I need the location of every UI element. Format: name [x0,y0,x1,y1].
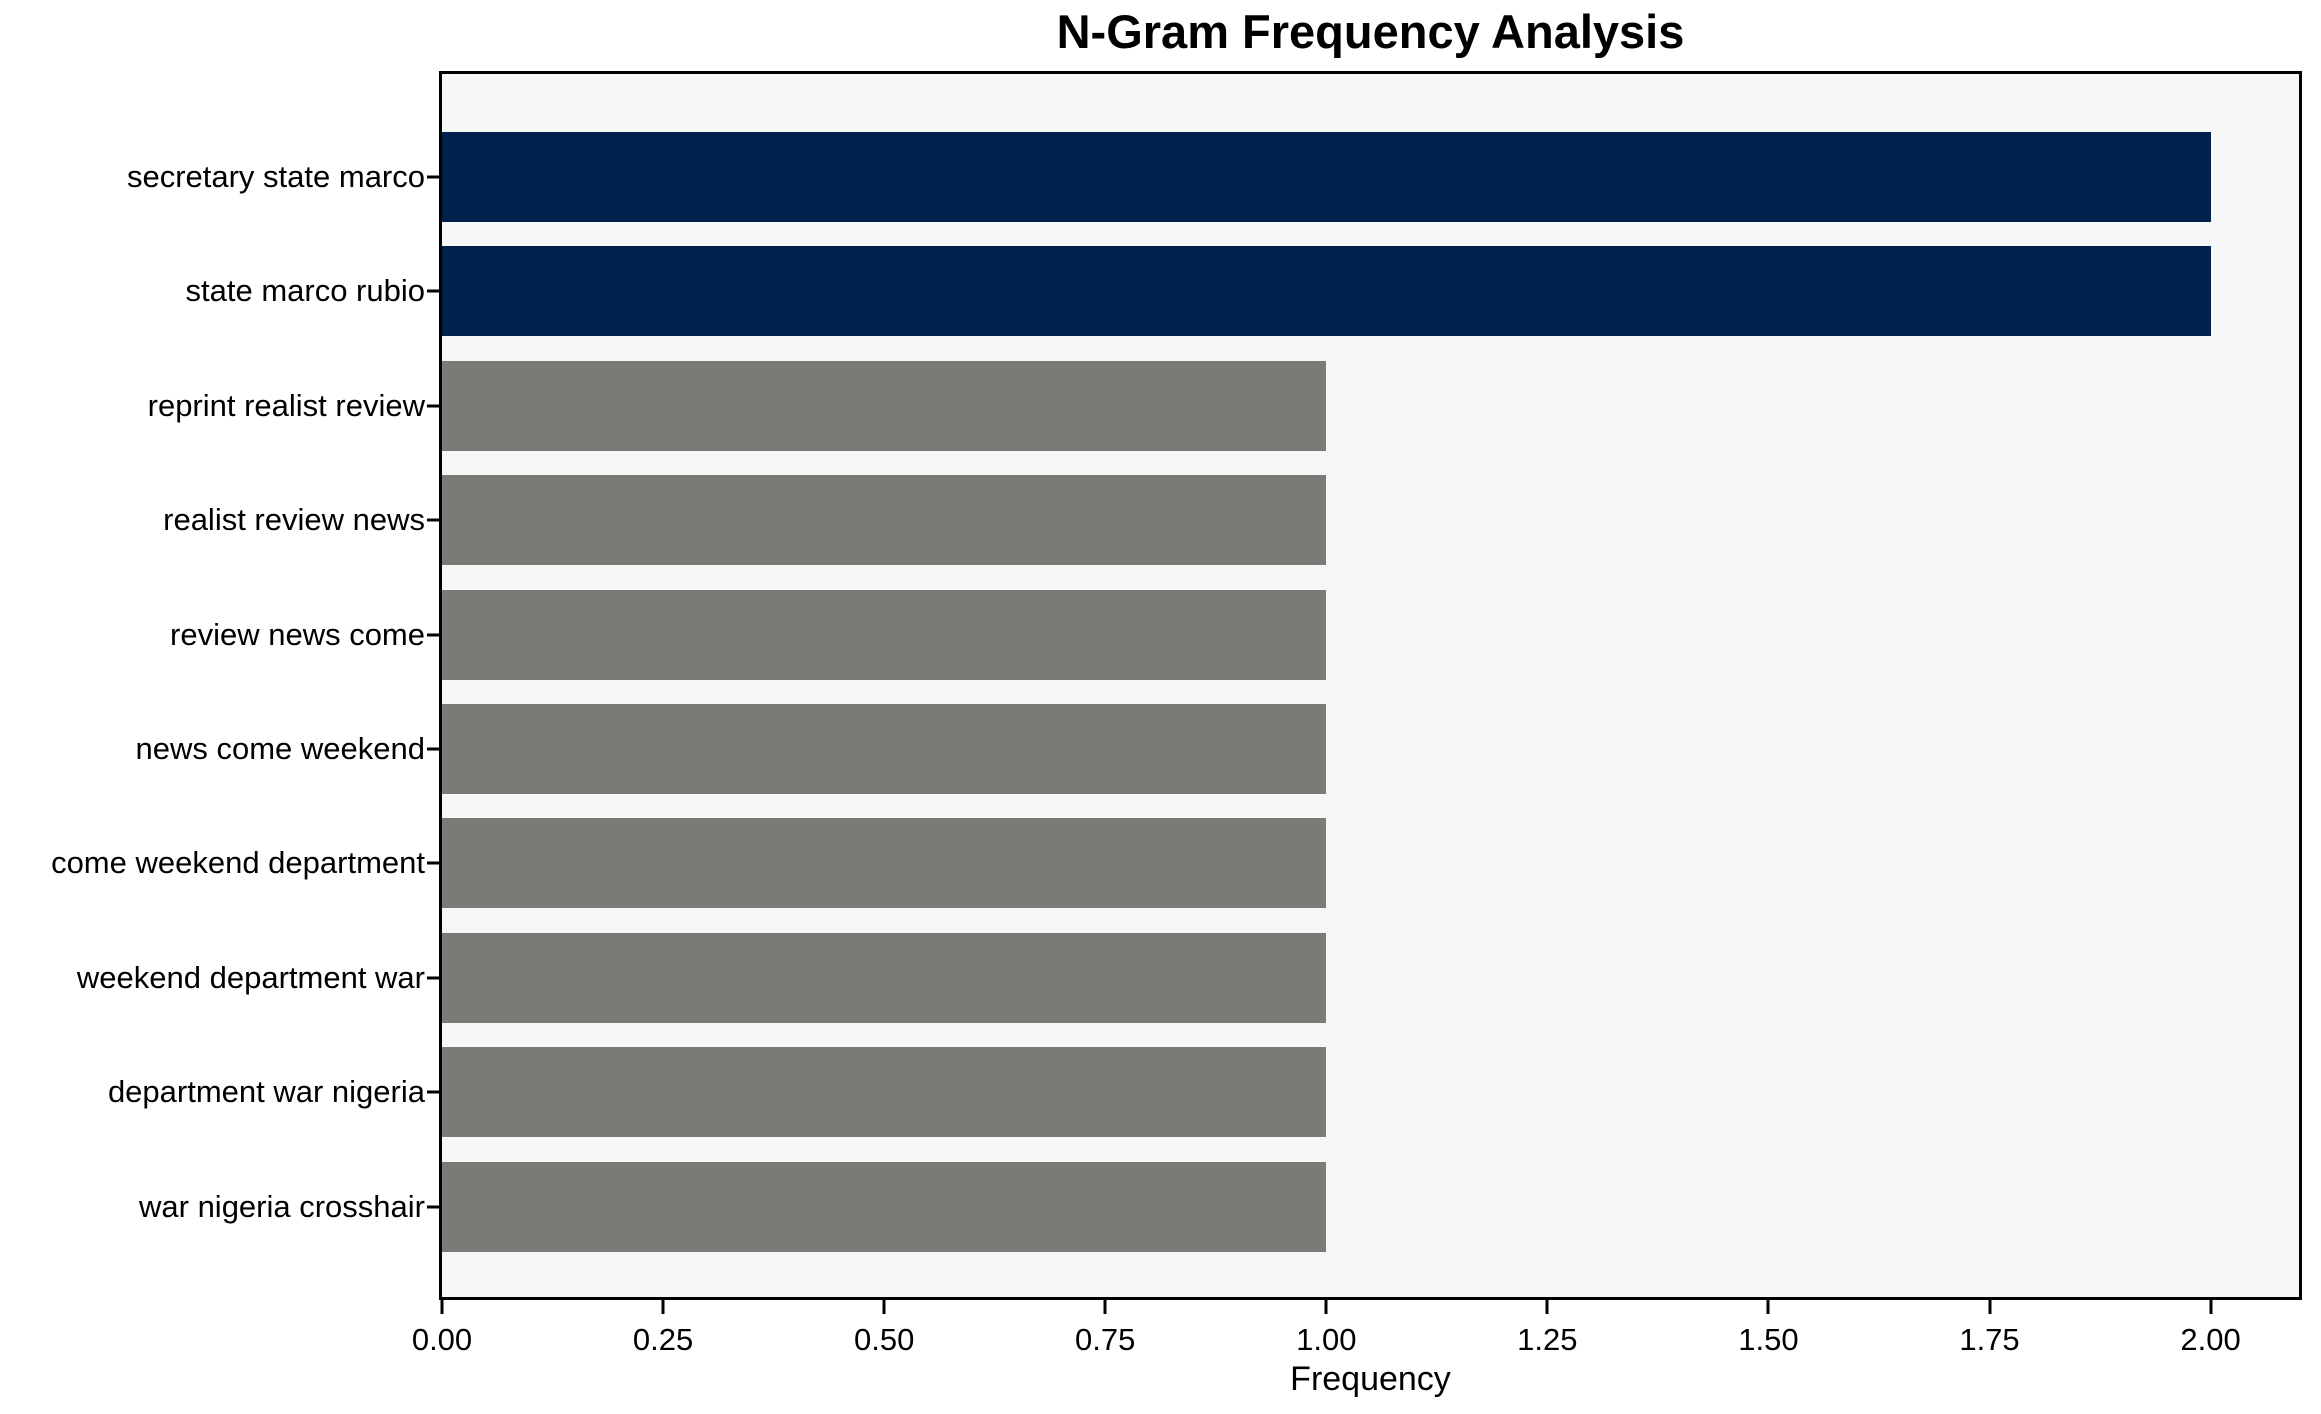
x-tick-label: 1.00 [1296,1322,1357,1357]
y-tick-label: review news come [170,616,425,652]
y-tick-label: department war nigeria [107,1074,425,1110]
x-tick-mark [1324,1300,1328,1314]
y-tick-mark [427,976,439,980]
x-tick-mark [882,1300,886,1314]
y-tick-label: news come weekend [135,731,426,766]
bar-state-marco-rubio [442,246,2211,337]
x-tick-label: 1.75 [1959,1322,2020,1357]
y-tick-label: state marco rubio [185,273,426,309]
y-tick-label: realist review news [163,502,425,538]
y-tick-label: come weekend department [51,845,425,881]
x-tick-label: 0.50 [853,1322,915,1357]
bar-review-news-come [442,589,1327,680]
y-tick-mark [427,1205,439,1209]
y-tick-mark [427,861,439,865]
bar-secretary-state-marco [442,132,2211,222]
x-tick-label: 1.50 [1738,1322,1799,1357]
bar-reprint-realist-review [442,360,1327,451]
bar-weekend-department-war [442,932,1327,1023]
x-tick-mark [661,1300,665,1314]
y-tick-mark [427,747,439,751]
x-tick-label: 0.75 [1075,1322,1136,1357]
bar-news-come-weekend [442,704,1327,794]
bar-department-war-nigeria [442,1047,1327,1138]
y-tick-label: secretary state marco [126,159,425,194]
y-tick-mark [427,289,439,293]
x-tick-mark [2209,1300,2213,1314]
x-tick-mark [1103,1300,1107,1314]
y-tick-mark [427,633,439,637]
x-tick-mark [440,1300,444,1314]
x-tick-label: 0.25 [632,1322,694,1357]
y-tick-label: weekend department war [76,959,425,995]
y-tick-mark [427,518,439,522]
y-tick-mark [427,175,439,179]
x-tick-label: 1.25 [1517,1322,1578,1357]
y-tick-label: reprint realist review [147,387,425,423]
bar-war-nigeria-crosshair [442,1161,1327,1252]
plot-area [439,71,2302,1300]
x-tick-label: 2.00 [2180,1322,2241,1357]
x-tick-mark [1988,1300,1991,1314]
y-tick-mark [427,1090,439,1094]
bar-come-weekend-department [442,818,1327,909]
x-tick-mark [1545,1300,1549,1314]
y-tick-mark [427,404,439,408]
y-tick-label: war nigeria crosshair [139,1188,425,1224]
bar-realist-review-news [442,475,1327,566]
chart-title: N-Gram Frequency Analysis [1056,5,1685,58]
x-tick-label: 0.00 [411,1322,473,1357]
x-axis-title: Frequency [1290,1360,1451,1398]
x-tick-mark [1766,1300,1770,1314]
